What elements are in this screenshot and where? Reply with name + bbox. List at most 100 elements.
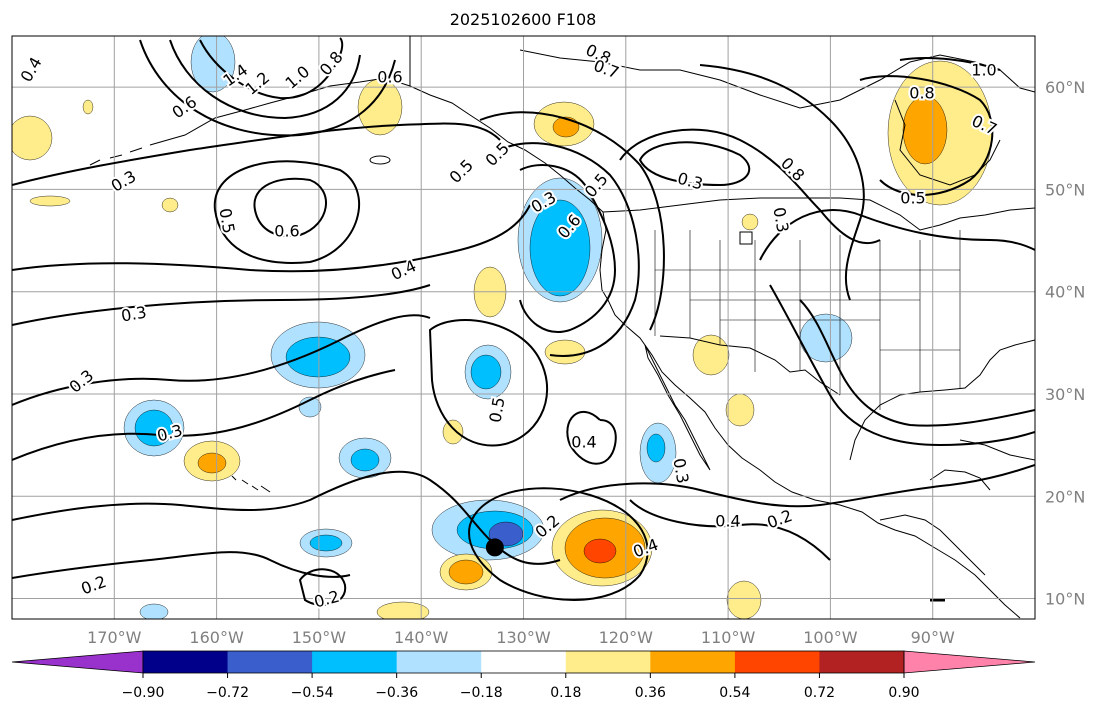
lon-tick-label: 140°W — [394, 628, 449, 647]
lon-tick-label: 90°W — [911, 628, 955, 647]
us-mexico-border — [659, 335, 841, 396]
contour-label: 0.6 — [274, 222, 299, 241]
anomaly-fill-43 — [741, 213, 759, 231]
anomaly-fill-38 — [583, 538, 617, 564]
lat-tick-label: 60°N — [1045, 78, 1085, 97]
anomaly-fill-33 — [197, 452, 227, 474]
contour-ridge-east-1 — [799, 299, 1035, 427]
anomaly-fill-2 — [529, 199, 591, 297]
contour-high-west-outer — [213, 160, 361, 264]
lat-tick-label: 40°N — [1045, 283, 1085, 302]
anomaly-fill-4 — [285, 336, 351, 378]
anomaly-fill-30 — [725, 393, 755, 427]
map-panel: 0.4 1.41.2 1.0 0.8 0.60.80.7 1.00.80.70.30.60… — [11, 35, 1036, 620]
map-frame — [11, 35, 1036, 620]
lake-feature — [369, 155, 391, 165]
lat-tick-label: 10°N — [1045, 590, 1085, 609]
west-coast-north-america — [599, 211, 1021, 619]
baja-california — [644, 344, 711, 471]
lon-tick-label: 150°W — [292, 628, 347, 647]
aleutian-islands — [89, 147, 143, 166]
contour-0-5-east-loop — [859, 75, 994, 196]
contour-label: 0.6 — [377, 68, 402, 87]
plot-title: 2025102600 F108 — [450, 10, 597, 29]
us-canada-border — [602, 197, 1035, 231]
colorbar-tick-label: −0.18 — [460, 685, 503, 701]
contour-0-3-canada-loop — [638, 141, 751, 187]
anomaly-fill-39 — [726, 580, 762, 619]
hawaii-islands — [231, 475, 271, 493]
colorbar-segment — [143, 651, 229, 673]
state-lines — [654, 230, 961, 410]
colorbar-tick-label: −0.54 — [291, 685, 334, 701]
colorbar-tick-label: 0.90 — [888, 685, 919, 701]
anomaly-fill-42 — [29, 195, 71, 207]
colorbar-tick-label: −0.90 — [122, 685, 165, 701]
lon-tick-label: 170°W — [87, 628, 142, 647]
longitude-tick-labels: 170°W 160°W 150°W 140°W 130°W 120°W 110°W 100°W… — [87, 628, 955, 647]
contour-1-0-northeast — [899, 57, 1001, 71]
colorbar-segments — [11, 650, 1036, 674]
contour-label: 0.8 — [909, 84, 934, 103]
colorbar-segment — [819, 651, 905, 673]
contour-0-3-southwest — [12, 314, 431, 406]
central-america — [879, 514, 986, 576]
contour-0-2-small-loop — [298, 568, 347, 606]
contour-low-gulf-of-alaska-inner — [199, 37, 344, 100]
storm-location-marker — [485, 538, 504, 557]
lat-lon-gridlines — [12, 36, 1035, 619]
contour-0-5-trough — [428, 319, 549, 447]
anomaly-fill-24 — [552, 116, 580, 138]
anomaly-fill-26 — [902, 95, 948, 165]
colorbar-frame — [142, 650, 905, 674]
contour-0-8-east — [699, 64, 865, 301]
latitude-tick-labels: 10°N 20°N 30°N 40°N 50°N 60°N — [1045, 78, 1085, 608]
contour-0-4-central — [12, 204, 531, 273]
colorbar: −0.90 −0.72 −0.54 −0.36 −0.18 0.18 0.36 0.54 0.7… — [11, 650, 1036, 701]
contour-high-west — [253, 177, 327, 237]
contour-trough-west-coast-2 — [499, 142, 640, 357]
anomaly-fill-15 — [309, 534, 343, 552]
alaska-coastline — [149, 77, 604, 213]
contour-trough-west-coast-3 — [479, 111, 665, 331]
contour-0-3-south — [12, 284, 431, 326]
colorbar-segment — [396, 651, 482, 673]
colorbar-tick-label: 0.72 — [804, 685, 835, 701]
anomaly-fill-35 — [448, 559, 484, 585]
anomaly-fill-10 — [350, 448, 380, 472]
lon-tick-label: 120°W — [599, 628, 654, 647]
contour-0-3-lower — [12, 369, 396, 461]
colorbar-tick-label: −0.36 — [375, 685, 418, 701]
anomaly-fill-20 — [139, 603, 169, 619]
anomaly-fill-28 — [544, 339, 586, 365]
colorbar-segment — [227, 651, 313, 673]
contour-0-2-east-tropics — [559, 464, 1035, 508]
lon-tick-label: 110°W — [701, 628, 756, 647]
lat-tick-label: 20°N — [1045, 487, 1085, 506]
colorbar-tick-labels: −0.90 −0.72 −0.54 −0.36 −0.18 0.18 0.36 0.54 0.7… — [122, 673, 920, 701]
contour-label: 0.4 — [715, 512, 740, 531]
contour-0-6-canada — [619, 128, 881, 245]
contour-ridge-east-2 — [769, 284, 1035, 447]
contour-low-gulf-of-alaska-mid — [169, 39, 361, 120]
anomaly-fill-40 — [376, 601, 430, 619]
contour-0-4-south-mexico — [566, 410, 617, 465]
colorbar-segment — [565, 651, 651, 673]
contour-0-4-tropics-east — [629, 499, 831, 561]
contour-ridge-east-3 — [759, 209, 1035, 261]
lat-tick-label: 50°N — [1045, 180, 1085, 199]
gulf-coast — [849, 339, 1035, 461]
coastlines — [89, 36, 1035, 619]
colorbar-segment — [312, 651, 398, 673]
contour-label: 0.5 — [900, 189, 925, 208]
contour-broad-0-3 — [12, 122, 501, 186]
anomaly-fill-41 — [161, 197, 179, 213]
contour-trough-west-coast-1 — [519, 164, 617, 333]
contour-lines — [12, 37, 1035, 606]
anomaly-fill-44 — [82, 99, 94, 115]
colorbar-tick-label: −0.72 — [206, 685, 249, 701]
colorbar-extend-max — [903, 650, 1036, 674]
colorbar-tick-label: 0.54 — [719, 685, 750, 701]
anomaly-fill-31 — [442, 419, 464, 445]
